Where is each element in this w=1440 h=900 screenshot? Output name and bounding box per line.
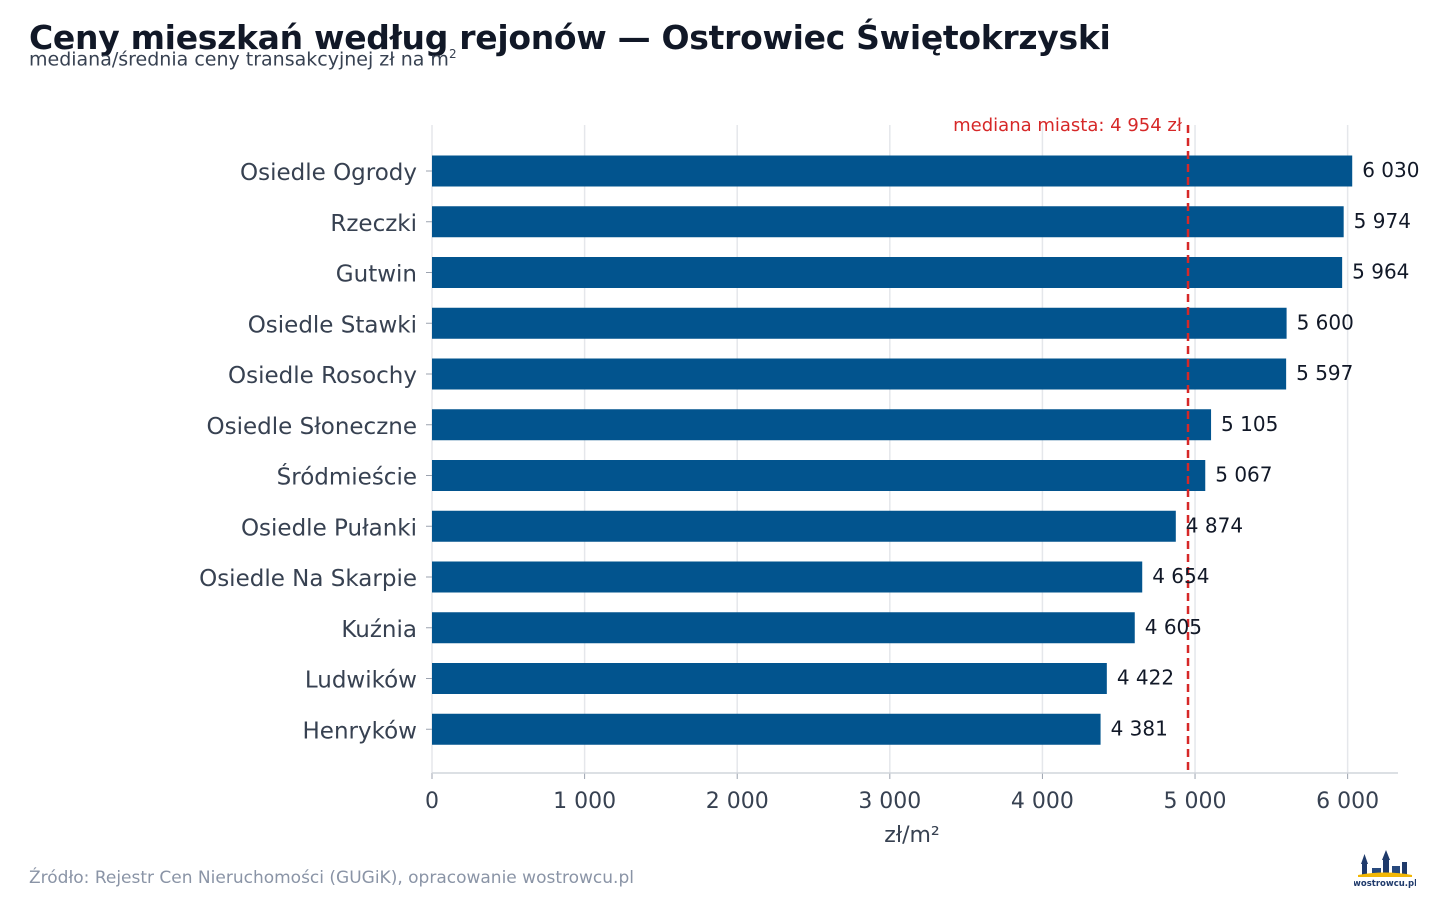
- chart-subtitle: mediana/średnia ceny transakcyjnej zł na…: [29, 47, 457, 70]
- category-label: Osiedle Słoneczne: [207, 414, 417, 440]
- median-reference-label: mediana miasta: 4 954 zł: [953, 115, 1183, 136]
- chart-title: Ceny mieszkań według rejonów — Ostrowiec…: [29, 18, 1111, 57]
- category-label: Ludwików: [305, 668, 417, 694]
- category-label: Osiedle Pułanki: [241, 515, 417, 541]
- value-label: 4 874: [1186, 513, 1243, 537]
- bar: [432, 460, 1206, 491]
- value-label: 6 030: [1362, 158, 1419, 182]
- value-label: 4 605: [1145, 615, 1202, 639]
- value-label: 5 600: [1297, 310, 1354, 334]
- category-label: Gutwin: [336, 262, 417, 288]
- bar: [432, 206, 1344, 238]
- value-label: 4 422: [1117, 666, 1174, 690]
- logo-icon: wostrowcu.pl: [1354, 850, 1416, 889]
- category-label: Henryków: [303, 718, 417, 744]
- x-tick-label: 0: [425, 789, 439, 814]
- category-label: Osiedle Rosochy: [228, 363, 417, 389]
- value-label: 5 974: [1354, 209, 1411, 233]
- bar: [432, 510, 1176, 542]
- value-label: 5 105: [1221, 412, 1278, 436]
- bar-layer: [432, 155, 1353, 745]
- bar: [432, 561, 1143, 593]
- bar: [432, 612, 1135, 644]
- logo-text: wostrowcu.pl: [1354, 879, 1416, 889]
- x-axis-title: zł/m²: [884, 823, 939, 848]
- category-label: Osiedle Ogrody: [240, 160, 417, 186]
- bar: [432, 663, 1107, 694]
- category-label: Osiedle Stawki: [248, 312, 417, 338]
- x-tick-label: 6 000: [1316, 789, 1379, 814]
- category-label: Osiedle Na Skarpie: [199, 566, 417, 592]
- x-tick-label: 3 000: [858, 789, 921, 814]
- subtitle-text: mediana/średnia ceny transakcyjnej zł na…: [29, 48, 449, 71]
- subtitle-superscript: 2: [448, 47, 457, 61]
- bar: [432, 155, 1353, 187]
- category-label: Kuźnia: [341, 617, 417, 643]
- x-tick-label: 1 000: [553, 789, 616, 814]
- bar: [432, 409, 1212, 441]
- bar: [432, 713, 1101, 745]
- label-layer: 0 1 000 2 000 3 000 4 000 5 000 6 000 Osiedle O…: [199, 115, 1419, 814]
- value-label: 5 964: [1352, 260, 1409, 284]
- source-note: Źródło: Rejestr Cen Nieruchomości (GUGiK…: [29, 868, 634, 888]
- bar: [432, 358, 1287, 390]
- x-tick-label: 2 000: [706, 789, 769, 814]
- value-label: 5 597: [1296, 361, 1353, 385]
- value-label: 4 381: [1111, 716, 1168, 740]
- x-tick-label: 5 000: [1164, 789, 1227, 814]
- value-label: 5 067: [1215, 463, 1272, 487]
- x-tick-label: 4 000: [1011, 789, 1074, 814]
- category-label: Rzeczki: [330, 211, 417, 237]
- bar-chart: 0 1 000 2 000 3 000 4 000 5 000 6 000 Osiedle O…: [199, 115, 1419, 848]
- bar: [432, 307, 1287, 339]
- bar: [432, 257, 1343, 288]
- category-label: Śródmieście: [277, 463, 417, 491]
- value-label: 4 654: [1152, 564, 1209, 588]
